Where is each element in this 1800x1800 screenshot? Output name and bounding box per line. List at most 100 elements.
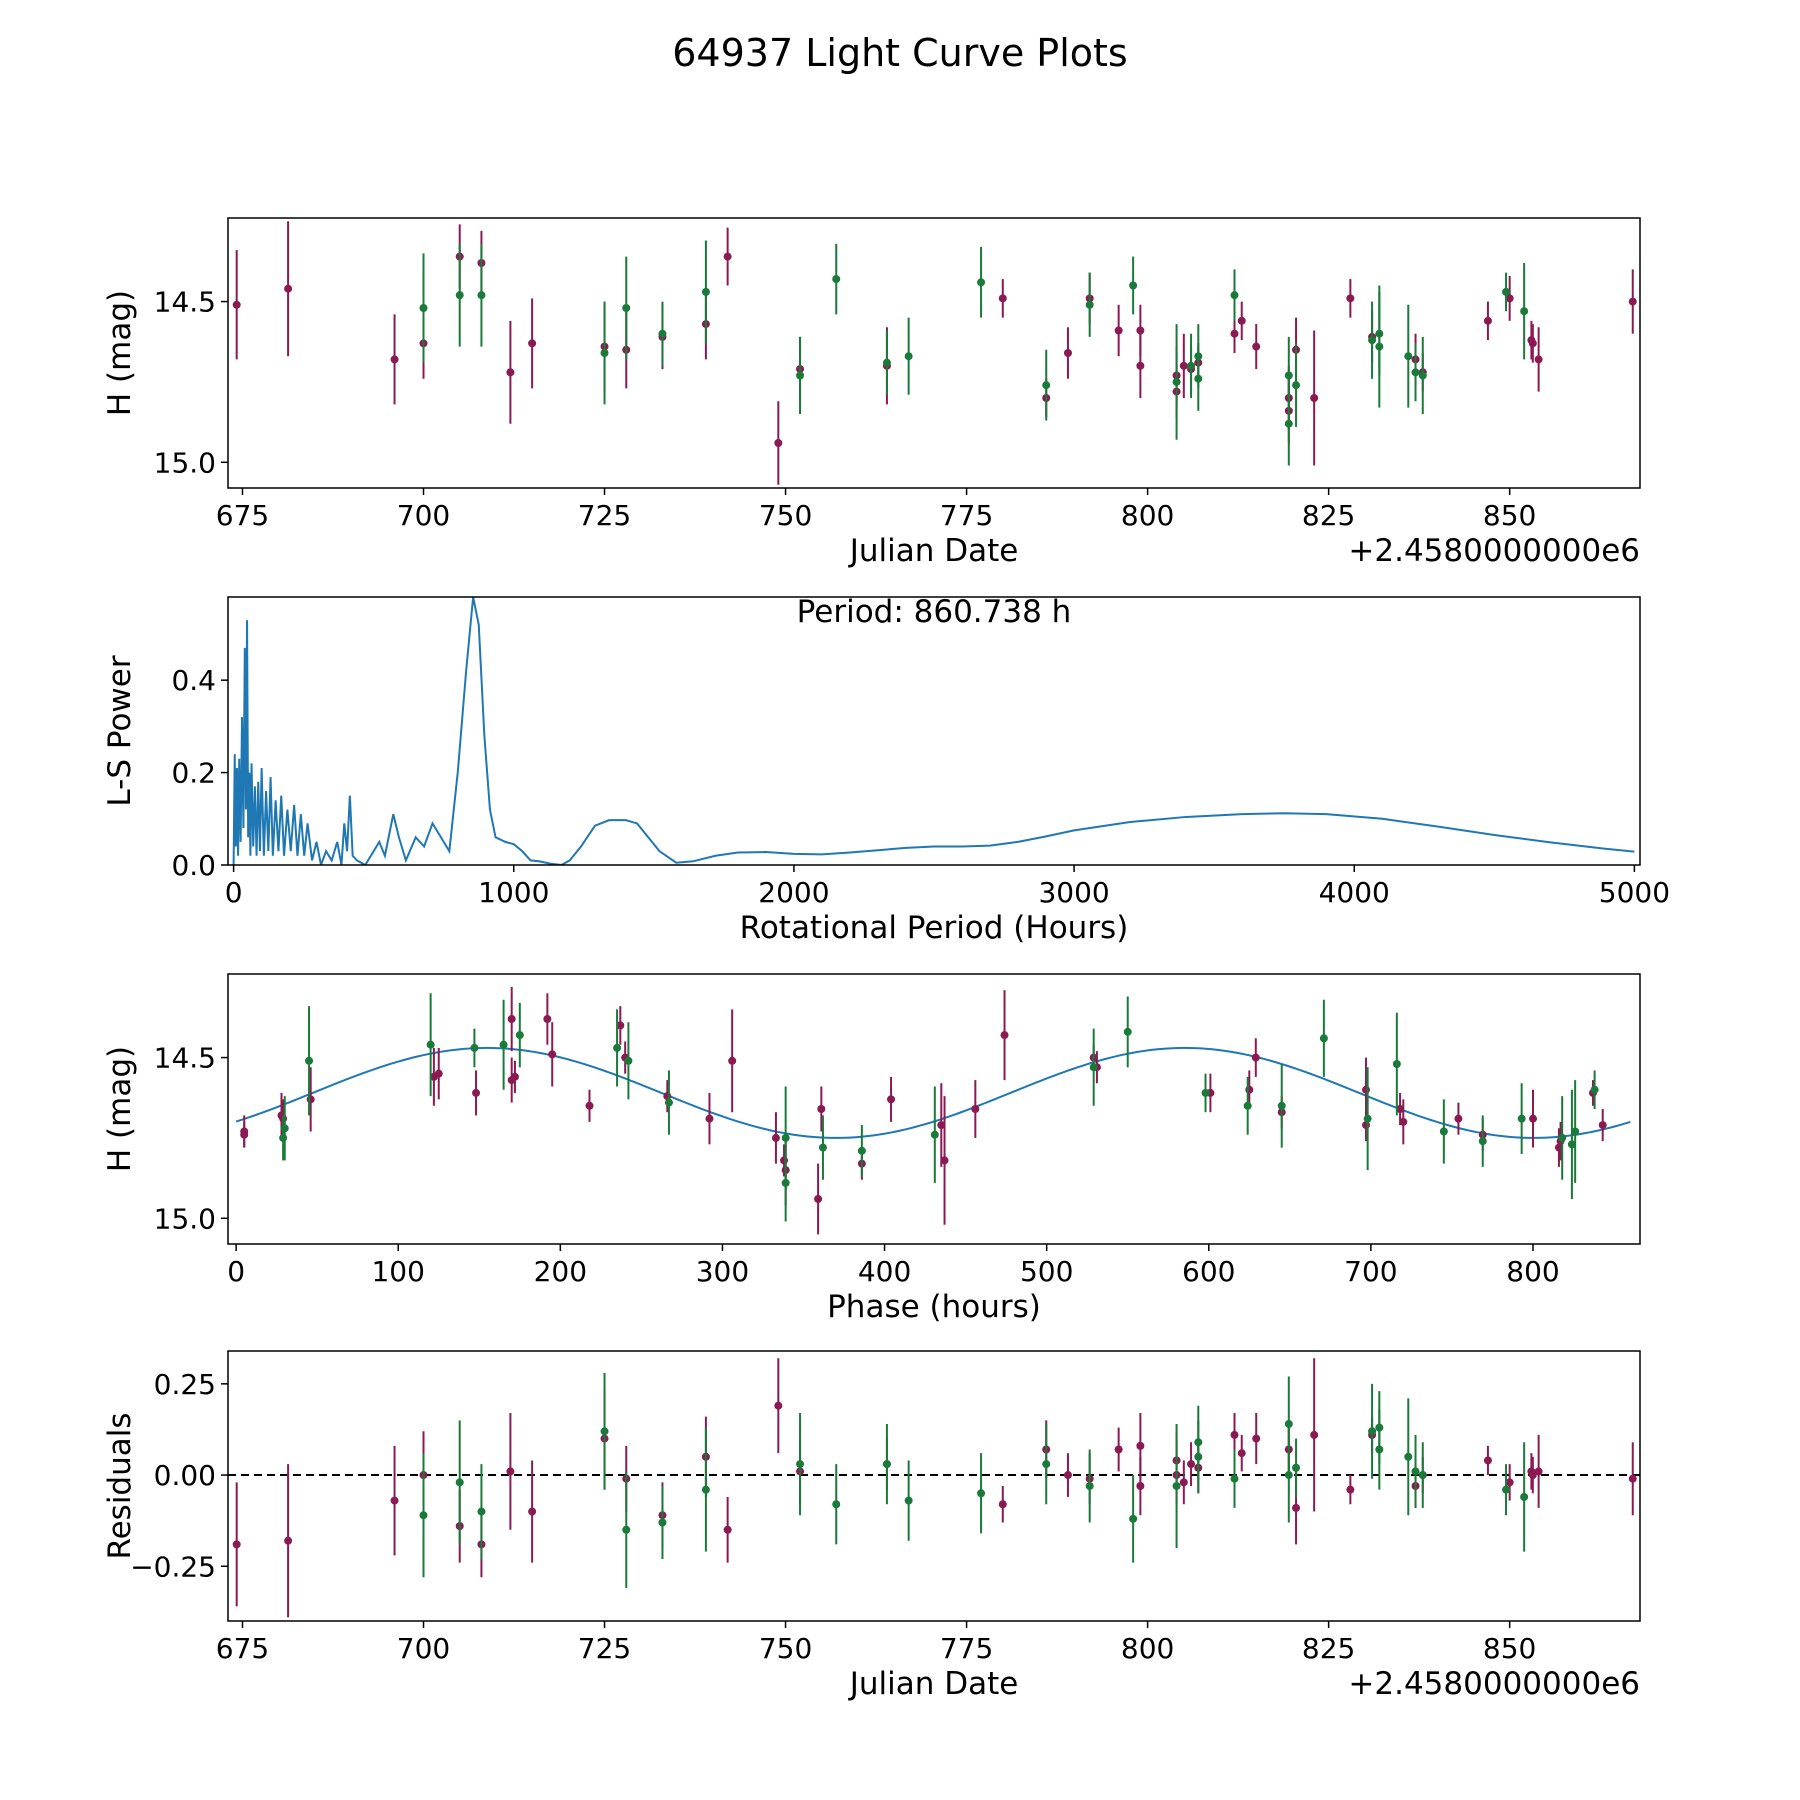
y-tick-label: 14.5: [154, 286, 216, 319]
green-marker: [1284, 371, 1293, 380]
maroon-marker: [1528, 339, 1537, 348]
green-data-point: [857, 1125, 866, 1177]
green-marker: [613, 1043, 622, 1052]
green-data-point: [470, 1028, 479, 1068]
maroon-data-point: [1534, 1434, 1543, 1508]
green-marker: [280, 1124, 289, 1133]
maroon-data-point: [528, 1460, 537, 1563]
maroon-marker: [1505, 294, 1514, 303]
x-tick-label: 775: [940, 1632, 993, 1665]
green-marker: [1363, 1114, 1372, 1123]
green-marker: [832, 275, 841, 284]
x-tick-label: 4000: [1319, 876, 1390, 909]
maroon-marker: [1114, 326, 1123, 335]
green-data-point: [600, 301, 609, 405]
maroon-data-point: [940, 1096, 949, 1225]
maroon-data-point: [998, 279, 1007, 318]
maroon-data-point: [1310, 330, 1319, 466]
green-marker: [1520, 1492, 1529, 1501]
maroon-marker: [472, 1088, 481, 1097]
green-marker: [977, 1489, 986, 1498]
green-marker: [1129, 1514, 1138, 1523]
maroon-data-point: [1114, 1427, 1123, 1472]
green-data-point: [977, 246, 986, 318]
maroon-data-point: [728, 1009, 737, 1113]
maroon-marker: [728, 1056, 737, 1065]
maroon-data-point: [1346, 279, 1355, 318]
maroon-data-point: [1628, 1442, 1637, 1516]
x-tick-label: 5000: [1599, 876, 1670, 909]
maroon-marker: [1310, 394, 1319, 402]
maroon-data-point: [1136, 1456, 1145, 1516]
maroon-marker: [1346, 294, 1355, 303]
x-tick-label: 2000: [758, 876, 829, 909]
green-data-point: [818, 1115, 827, 1180]
maroon-marker: [1534, 1467, 1543, 1476]
maroon-data-point: [1454, 1102, 1463, 1135]
y-tick-label: 15.0: [154, 446, 216, 479]
maroon-marker: [937, 1121, 946, 1130]
maroon-marker: [771, 1133, 780, 1142]
green-marker: [1085, 1482, 1094, 1490]
maroon-data-point: [1063, 1453, 1072, 1497]
green-marker: [818, 1143, 827, 1152]
green-marker: [701, 287, 710, 296]
green-marker: [882, 358, 891, 367]
green-marker: [600, 349, 609, 357]
maroon-marker: [1628, 1474, 1637, 1483]
green-data-point: [1418, 1442, 1427, 1508]
maroon-marker: [585, 1101, 594, 1110]
maroon-marker: [507, 1015, 516, 1023]
sinusoid-fit-curve: [235, 1046, 1631, 1139]
green-marker: [279, 1133, 288, 1142]
y-tick-label: 0.0: [171, 849, 216, 882]
maroon-marker: [510, 1072, 519, 1081]
green-marker: [832, 1500, 841, 1509]
green-data-point: [1187, 333, 1196, 398]
green-data-point: [1558, 1096, 1567, 1180]
green-marker: [1319, 1034, 1328, 1043]
maroon-marker: [971, 1105, 980, 1113]
green-data-point: [882, 330, 891, 395]
maroon-marker: [1399, 1117, 1408, 1126]
green-data-point: [781, 1086, 790, 1190]
x-tick-label: 750: [759, 1632, 812, 1665]
maroon-data-point: [663, 1080, 672, 1113]
green-data-point: [1194, 1405, 1203, 1479]
green-marker: [1439, 1127, 1448, 1136]
x-tick-label: 700: [397, 1632, 450, 1665]
maroon-marker: [1252, 342, 1261, 351]
green-marker: [1284, 1471, 1293, 1480]
green-marker: [1187, 361, 1196, 370]
y-axis-label: H (mag): [102, 1046, 138, 1172]
maroon-marker: [774, 439, 783, 447]
x-tick-label: 825: [1302, 1632, 1355, 1665]
green-marker: [1172, 1482, 1181, 1490]
maroon-marker: [1534, 355, 1543, 364]
green-marker: [882, 1460, 891, 1469]
green-marker: [1368, 336, 1377, 345]
green-data-point: [658, 1486, 667, 1559]
maroon-marker: [1179, 1478, 1188, 1487]
green-data-point: [1123, 996, 1132, 1068]
green-data-point: [1089, 1028, 1098, 1106]
maroon-data-point: [240, 1115, 249, 1148]
maroon-data-point: [1483, 1445, 1492, 1476]
green-data-point: [515, 1002, 524, 1068]
x-tick-label: 700: [397, 499, 450, 532]
green-data-point: [1392, 1012, 1401, 1116]
green-marker: [455, 1478, 464, 1487]
light-curve-axes-frame: [227, 217, 1641, 489]
maroon-data-point: [1529, 1089, 1538, 1148]
maroon-marker: [1230, 1430, 1239, 1439]
green-marker: [477, 1507, 486, 1516]
green-marker: [1590, 1085, 1599, 1094]
green-marker: [1129, 281, 1138, 290]
maroon-marker: [1598, 1121, 1607, 1130]
maroon-data-point: [887, 1076, 896, 1122]
maroon-marker: [780, 1156, 789, 1165]
x-tick-label: 675: [216, 1632, 269, 1665]
green-data-point: [1439, 1099, 1448, 1164]
green-data-point: [904, 317, 913, 395]
green-marker: [1284, 1419, 1293, 1428]
